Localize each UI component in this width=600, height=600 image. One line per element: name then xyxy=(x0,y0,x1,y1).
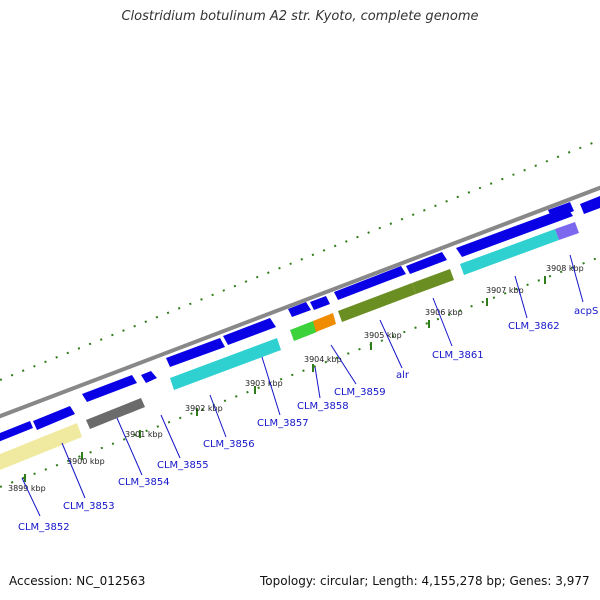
tick-label: 3907 kbp xyxy=(486,286,524,295)
band-olive-2[interactable] xyxy=(412,269,454,294)
gene-labels: CLM_3852 CLM_3853 CLM_3854 CLM_3855 CLM_… xyxy=(18,306,598,533)
genome-summary-text: Topology: circular; Length: 4,155,278 bp… xyxy=(260,574,590,588)
tick-label: 3905 kbp xyxy=(364,331,402,340)
band-gray[interactable] xyxy=(86,398,145,429)
band-green[interactable] xyxy=(290,321,317,341)
cds-arrow[interactable] xyxy=(0,421,33,444)
forward-strand-genes xyxy=(0,196,600,444)
cds-arrow[interactable] xyxy=(288,302,311,317)
band-pale-yellow[interactable] xyxy=(0,423,82,472)
cds-arrow[interactable] xyxy=(406,252,447,274)
outer-tick-marks xyxy=(0,139,600,381)
gene-label[interactable]: alr xyxy=(396,370,410,381)
cds-arrow[interactable] xyxy=(580,196,600,214)
band-lavender[interactable] xyxy=(555,222,579,240)
band-orange[interactable] xyxy=(313,313,336,332)
leader-lines xyxy=(21,254,584,517)
gene-label[interactable]: CLM_3856 xyxy=(203,439,255,450)
gene-label[interactable]: CLM_3861 xyxy=(432,350,484,361)
cds-arrow[interactable] xyxy=(456,207,573,257)
cds-arrow[interactable] xyxy=(82,375,137,402)
tick-label: 3901 kbp xyxy=(125,430,163,439)
cds-arrow[interactable] xyxy=(548,202,574,219)
cds-arrow[interactable] xyxy=(310,296,330,310)
tick-label: 3904 kbp xyxy=(304,355,342,364)
cds-arrow[interactable] xyxy=(141,371,157,383)
gene-label[interactable]: CLM_3855 xyxy=(157,460,209,471)
cds-arrow[interactable] xyxy=(33,406,75,430)
tick-label: 3902 kbp xyxy=(185,404,223,413)
cds-arrow[interactable] xyxy=(223,318,276,345)
band-cyan-2[interactable] xyxy=(460,229,559,275)
gene-label[interactable]: CLM_3858 xyxy=(297,401,349,412)
gene-label[interactable]: CLM_3852 xyxy=(18,522,70,533)
accession-text: Accession: NC_012563 xyxy=(9,574,146,588)
page-title: Clostridium botulinum A2 str. Kyoto, com… xyxy=(121,9,479,24)
tick-label: 3906 kbp xyxy=(425,308,463,317)
tick-label: 3908 kbp xyxy=(546,264,584,273)
band-cyan-1[interactable] xyxy=(170,338,281,390)
genome-backbone xyxy=(0,185,600,419)
gene-label[interactable]: CLM_3857 xyxy=(257,418,309,429)
kbp-ticks xyxy=(24,276,546,482)
cds-arrow[interactable] xyxy=(334,266,406,300)
feature-bands xyxy=(0,222,579,472)
cds-arrow[interactable] xyxy=(166,338,225,367)
tick-label: 3900 kbp xyxy=(67,457,105,466)
band-olive-1[interactable] xyxy=(338,283,416,322)
gene-label[interactable]: CLM_3853 xyxy=(63,501,115,512)
tick-label: 3903 kbp xyxy=(245,379,283,388)
gene-label[interactable]: acpS xyxy=(574,306,598,317)
gene-label[interactable]: CLM_3862 xyxy=(508,321,560,332)
gene-label[interactable]: CLM_3859 xyxy=(334,387,386,398)
gene-label[interactable]: CLM_3854 xyxy=(118,477,170,488)
